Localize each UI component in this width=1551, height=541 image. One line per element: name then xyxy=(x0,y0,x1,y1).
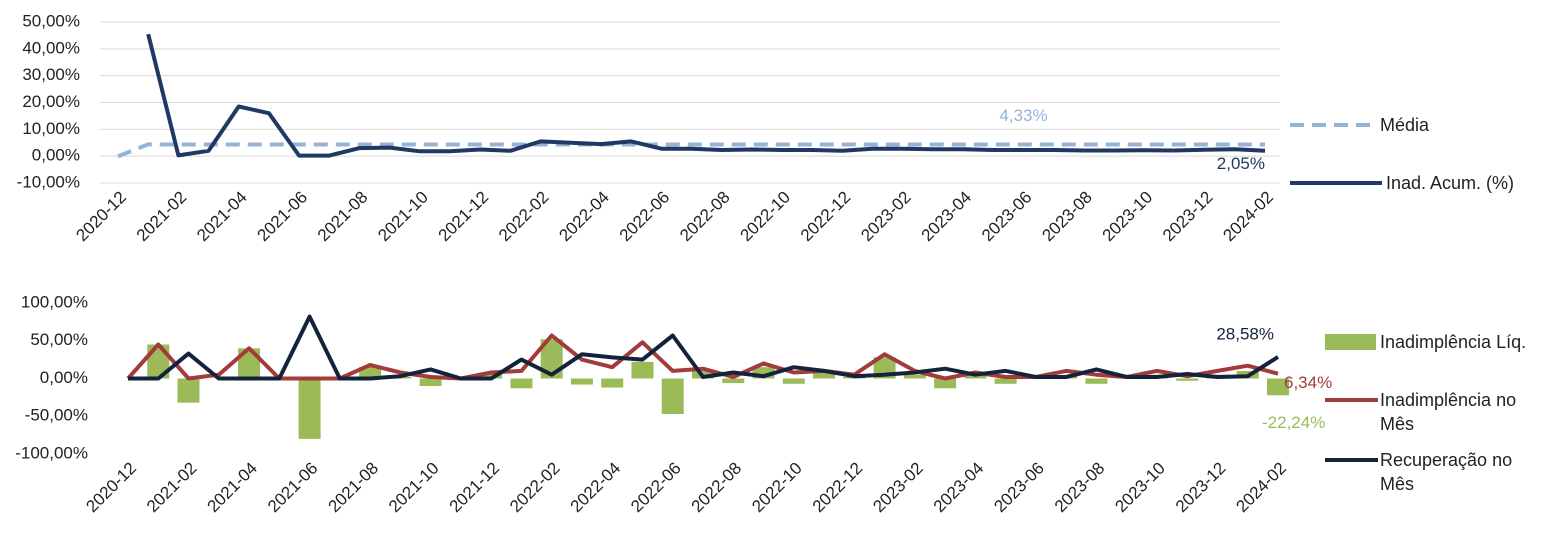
bar xyxy=(480,372,503,379)
x-tick-label: 2023-04 xyxy=(930,459,988,517)
x-tick-label: 2022-12 xyxy=(797,188,855,246)
y-tick-label: 0,00% xyxy=(32,146,80,165)
y-tick-label: 0,00% xyxy=(40,368,88,387)
bar xyxy=(1085,378,1108,384)
y-tick-label: 50,00% xyxy=(22,11,80,30)
line xyxy=(146,33,1266,158)
x-tick-label: 2023-10 xyxy=(1111,459,1169,517)
bar xyxy=(661,378,684,414)
bar xyxy=(934,378,957,389)
data-label: 6,34% xyxy=(1284,373,1332,392)
bar xyxy=(722,378,745,384)
bar xyxy=(570,378,593,385)
x-tick-label: 2021-12 xyxy=(435,188,493,246)
x-tick-label: 2024-02 xyxy=(1219,188,1277,246)
x-tick-label: 2023-10 xyxy=(1099,188,1157,246)
x-tick-label: 2024-02 xyxy=(1232,459,1290,517)
x-tick-label: 2022-12 xyxy=(809,459,867,517)
x-tick-label: 2023-12 xyxy=(1172,459,1230,517)
legend-swatch xyxy=(1325,334,1376,350)
x-tick-label: 2022-08 xyxy=(676,188,734,246)
x-tick-label: 2023-02 xyxy=(857,188,915,246)
bar xyxy=(994,378,1017,384)
x-tick-label: 2023-08 xyxy=(1051,459,1109,517)
y-tick-label: 50,00% xyxy=(30,330,88,349)
legend-label: Inad. Acum. (%) xyxy=(1386,173,1515,193)
bar xyxy=(813,372,836,379)
data-label: 4,33% xyxy=(999,106,1047,125)
y-tick-label: -50,00% xyxy=(25,406,88,425)
x-tick-label: 2021-02 xyxy=(133,188,191,246)
y-tick-label: 20,00% xyxy=(22,92,80,111)
x-tick-label: 2023-02 xyxy=(869,459,927,517)
bar xyxy=(601,378,624,388)
x-tick-label: 2021-02 xyxy=(143,459,201,517)
x-tick-label: 2022-06 xyxy=(616,188,674,246)
x-tick-label: 2023-12 xyxy=(1159,188,1217,246)
x-tick-label: 2023-06 xyxy=(978,188,1036,246)
data-label: 28,58% xyxy=(1216,324,1274,343)
x-tick-label: 2022-04 xyxy=(567,459,625,517)
legend-label: Recuperação no Mês xyxy=(1380,450,1513,494)
legend-label: Inadimplência no Mês xyxy=(1380,390,1517,434)
x-tick-label: 2020-12 xyxy=(82,459,140,517)
bar xyxy=(903,374,926,379)
data-label: -22,24% xyxy=(1262,413,1325,432)
x-tick-label: 2022-06 xyxy=(627,459,685,517)
bar xyxy=(782,378,805,384)
x-tick-label: 2022-04 xyxy=(555,188,613,246)
bar xyxy=(631,361,654,379)
bar xyxy=(298,378,321,439)
x-tick-label: 2022-10 xyxy=(748,459,806,517)
bar xyxy=(752,367,775,379)
x-tick-label: 2022-02 xyxy=(506,459,564,517)
y-tick-label: 10,00% xyxy=(22,119,80,138)
x-tick-label: 2021-12 xyxy=(446,459,504,517)
bar xyxy=(359,367,382,379)
legend-label: Média xyxy=(1380,115,1430,135)
x-tick-label: 2022-02 xyxy=(495,188,553,246)
y-tick-label: 100,00% xyxy=(21,292,88,311)
x-tick-label: 2021-10 xyxy=(374,188,432,246)
x-tick-label: 2021-08 xyxy=(325,459,383,517)
bar xyxy=(510,378,533,389)
legend-label: Inadimplência Líq. xyxy=(1380,332,1527,352)
x-tick-label: 2021-04 xyxy=(204,459,262,517)
x-tick-label: 2023-06 xyxy=(990,459,1048,517)
y-tick-label: -10,00% xyxy=(17,172,80,191)
bar xyxy=(1176,378,1199,381)
bar xyxy=(177,378,200,403)
line xyxy=(128,314,1280,381)
bar xyxy=(419,378,442,387)
x-tick-label: 2023-04 xyxy=(918,188,976,246)
x-tick-label: 2023-08 xyxy=(1038,188,1096,246)
y-tick-label: 30,00% xyxy=(22,65,80,84)
bar xyxy=(1267,378,1289,396)
x-tick-label: 2021-06 xyxy=(264,459,322,517)
y-tick-label: -100,00% xyxy=(15,443,88,462)
x-tick-label: 2021-10 xyxy=(385,459,443,517)
y-tick-label: 40,00% xyxy=(22,38,80,57)
x-tick-label: 2021-04 xyxy=(193,188,251,246)
line xyxy=(117,142,1265,159)
x-tick-label: 2021-08 xyxy=(314,188,372,246)
x-tick-label: 2022-08 xyxy=(688,459,746,517)
data-label: 2,05% xyxy=(1217,154,1265,173)
x-tick-label: 2021-06 xyxy=(254,188,312,246)
x-tick-label: 2022-10 xyxy=(737,188,795,246)
x-tick-label: 2020-12 xyxy=(72,188,130,246)
